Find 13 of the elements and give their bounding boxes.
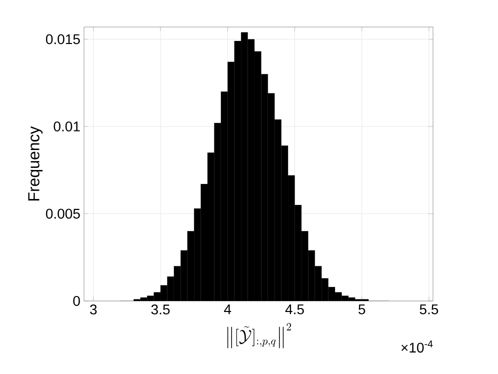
y-tick-label: 0.01	[54, 122, 80, 132]
x-tick-label: 5	[358, 304, 366, 314]
y-tick-label: 0	[73, 296, 80, 306]
x-tick-label: 3	[90, 304, 97, 314]
y-tick-label: 0.015	[46, 34, 80, 44]
x-tick-label: 5.5	[420, 304, 438, 314]
text: ×10$^{-4}$	[401, 340, 433, 353]
y-axis-title: Frequency	[28, 126, 43, 200]
x-axis-title: $\left\|[\tilde{\mathcal{Y}}]_{:,p,q}\right\|^2$	[227, 323, 292, 348]
y-tick-label: 0.005	[46, 208, 80, 219]
x-tick-label: 4	[224, 304, 232, 314]
x-tick-label: 3.5	[151, 304, 170, 314]
x-tick-label: 4.5	[285, 304, 304, 314]
